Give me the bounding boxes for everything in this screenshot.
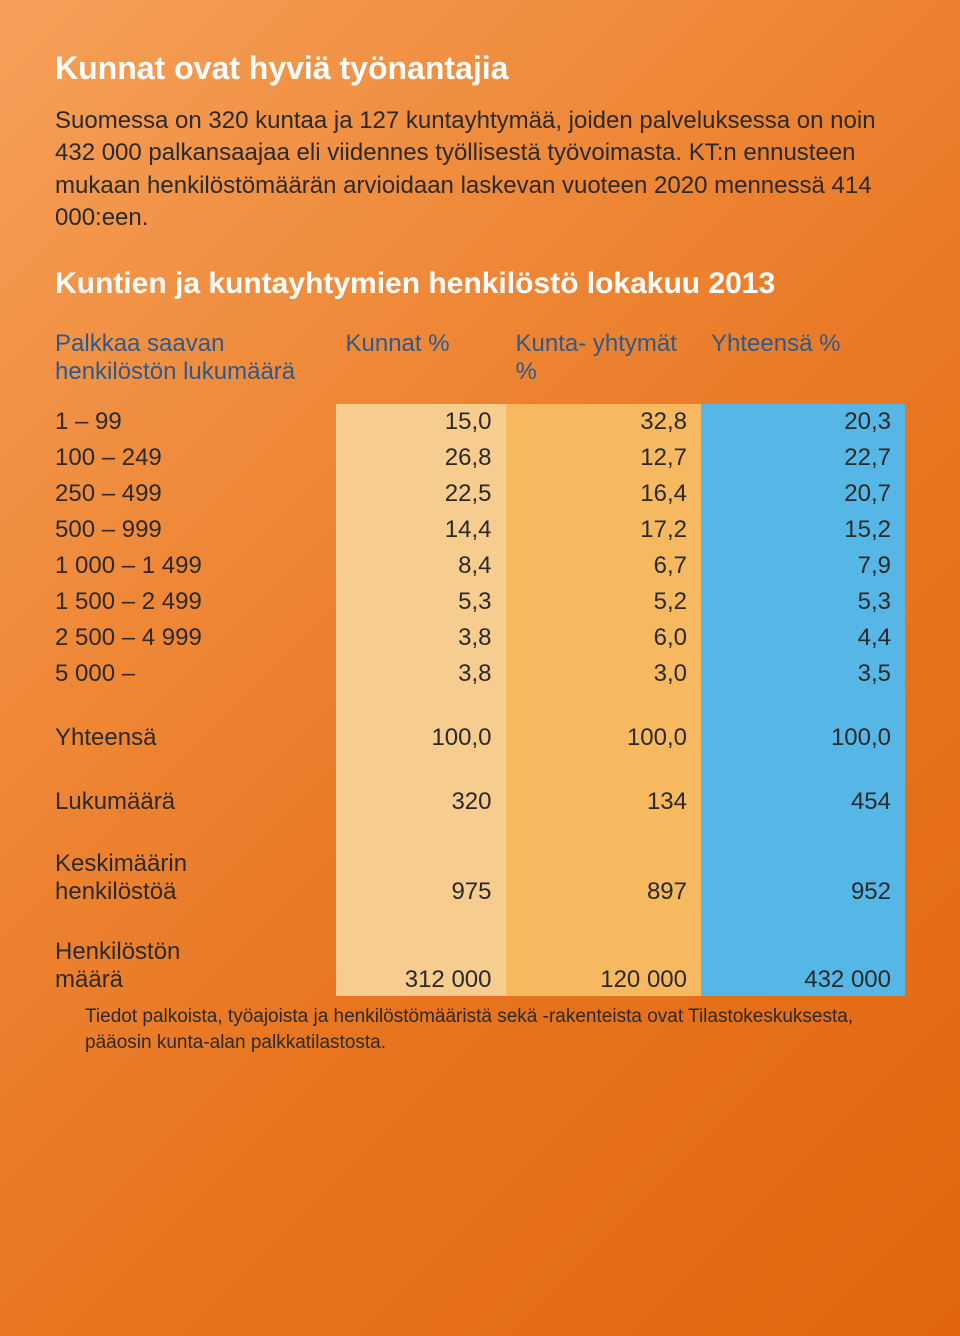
- cell-yhteensa: 432 000: [701, 936, 905, 996]
- cell-kuntayhtymat: 5,2: [506, 584, 702, 620]
- cell-kunnat: 22,5: [336, 476, 506, 512]
- cell-kuntayhtymat: 3,0: [506, 656, 702, 692]
- cell-kuntayhtymat: 16,4: [506, 476, 702, 512]
- cell-kunnat: 15,0: [336, 404, 506, 440]
- page-title: Kunnat ovat hyviä työnantajia: [55, 50, 905, 87]
- cell-kunnat: 14,4: [336, 512, 506, 548]
- cell-yhteensa: 3,5: [701, 656, 905, 692]
- table-row: 2 500 – 4 9993,86,04,4: [55, 620, 905, 656]
- cell-yhteensa: 4,4: [701, 620, 905, 656]
- cell-kunnat: 3,8: [336, 656, 506, 692]
- cell-kuntayhtymat: 120 000: [506, 936, 702, 996]
- table-row: 100 – 24926,812,722,7: [55, 440, 905, 476]
- table-row: 1 000 – 1 4998,46,77,9: [55, 548, 905, 584]
- cell-kuntayhtymat: 17,2: [506, 512, 702, 548]
- cell-kuntayhtymat: 134: [506, 784, 702, 820]
- row-label: 1 000 – 1 499: [55, 548, 336, 584]
- cell-yhteensa: 20,3: [701, 404, 905, 440]
- cell-kuntayhtymat: 6,0: [506, 620, 702, 656]
- row-label: 1 – 99: [55, 404, 336, 440]
- intro-paragraph: Suomessa on 320 kuntaa ja 127 kuntayhtym…: [55, 105, 905, 235]
- table-row: 5 000 –3,83,03,5: [55, 656, 905, 692]
- col-header-kuntayhtymat: Kunta- yhtymät %: [506, 324, 702, 404]
- row-label: 5 000 –: [55, 656, 336, 692]
- cell-kunnat: 312 000: [336, 936, 506, 996]
- cell-yhteensa: 20,7: [701, 476, 905, 512]
- cell-kuntayhtymat: 32,8: [506, 404, 702, 440]
- col-header-kunnat: Kunnat %: [336, 324, 506, 404]
- table-footnote: Tiedot palkoista, työajoista ja henkilös…: [55, 1004, 905, 1055]
- cell-kuntayhtymat: 100,0: [506, 720, 702, 756]
- table-row: Lukumäärä320134454: [55, 784, 905, 820]
- table-subtitle: Kuntien ja kuntayhtymien henkilöstö loka…: [55, 265, 905, 303]
- cell-kuntayhtymat: 6,7: [506, 548, 702, 584]
- cell-kuntayhtymat: 12,7: [506, 440, 702, 476]
- row-label: Henkilöstönmäärä: [55, 936, 336, 996]
- spacer-row: [55, 692, 905, 720]
- table-row: 500 – 99914,417,215,2: [55, 512, 905, 548]
- cell-kunnat: 26,8: [336, 440, 506, 476]
- cell-kunnat: 975: [336, 848, 506, 908]
- table-row: Henkilöstönmäärä312 000120 000432 000: [55, 936, 905, 996]
- personnel-table: Palkkaa saavan henkilöstön lukumäärä Kun…: [55, 324, 905, 996]
- row-label: 2 500 – 4 999: [55, 620, 336, 656]
- cell-yhteensa: 100,0: [701, 720, 905, 756]
- row-label: Yhteensä: [55, 720, 336, 756]
- cell-kunnat: 100,0: [336, 720, 506, 756]
- spacer-row: [55, 756, 905, 784]
- col-header-range: Palkkaa saavan henkilöstön lukumäärä: [55, 324, 336, 404]
- table-row: 1 – 9915,032,820,3: [55, 404, 905, 440]
- table-row: Yhteensä100,0100,0100,0: [55, 720, 905, 756]
- row-label: 1 500 – 2 499: [55, 584, 336, 620]
- row-label: 500 – 999: [55, 512, 336, 548]
- spacer-row: [55, 908, 905, 936]
- cell-yhteensa: 454: [701, 784, 905, 820]
- table-row: 1 500 – 2 4995,35,25,3: [55, 584, 905, 620]
- cell-kuntayhtymat: 897: [506, 848, 702, 908]
- row-label: 250 – 499: [55, 476, 336, 512]
- cell-yhteensa: 952: [701, 848, 905, 908]
- table-header-row: Palkkaa saavan henkilöstön lukumäärä Kun…: [55, 324, 905, 404]
- cell-kunnat: 3,8: [336, 620, 506, 656]
- cell-kunnat: 8,4: [336, 548, 506, 584]
- spacer-row: [55, 820, 905, 848]
- table-row: Keskimäärinhenkilöstöä975897952: [55, 848, 905, 908]
- row-label: Lukumäärä: [55, 784, 336, 820]
- row-label: 100 – 249: [55, 440, 336, 476]
- cell-yhteensa: 22,7: [701, 440, 905, 476]
- cell-yhteensa: 7,9: [701, 548, 905, 584]
- cell-kunnat: 320: [336, 784, 506, 820]
- table-row: 250 – 49922,516,420,7: [55, 476, 905, 512]
- row-label: Keskimäärinhenkilöstöä: [55, 848, 336, 908]
- cell-yhteensa: 15,2: [701, 512, 905, 548]
- cell-kunnat: 5,3: [336, 584, 506, 620]
- cell-yhteensa: 5,3: [701, 584, 905, 620]
- col-header-yhteensa: Yhteensä %: [701, 324, 905, 404]
